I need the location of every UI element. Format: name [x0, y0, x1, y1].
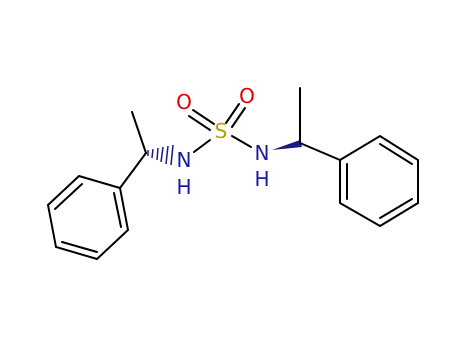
atom-label: H — [254, 167, 269, 191]
bond — [379, 143, 413, 165]
bond — [131, 111, 147, 154]
bond — [231, 107, 246, 128]
atom-label: O — [176, 90, 192, 114]
bond — [119, 152, 147, 189]
bond — [113, 192, 122, 228]
bond — [192, 109, 215, 125]
atom-label: O — [239, 84, 255, 108]
bond — [54, 183, 83, 210]
bond — [299, 142, 341, 161]
atom-label: H — [176, 175, 191, 199]
ring — [46, 174, 130, 261]
bond — [231, 135, 252, 148]
bonds — [46, 87, 419, 261]
bond — [61, 241, 98, 253]
hashed-wedge — [147, 144, 174, 166]
solid-wedge — [272, 140, 302, 150]
atom-label: N — [177, 148, 192, 172]
bond — [379, 198, 413, 219]
atom-label: N — [255, 141, 270, 165]
bond — [193, 139, 211, 153]
bond — [225, 103, 240, 124]
bond — [188, 115, 211, 131]
atom-label: S — [215, 119, 228, 143]
ring — [339, 134, 419, 228]
